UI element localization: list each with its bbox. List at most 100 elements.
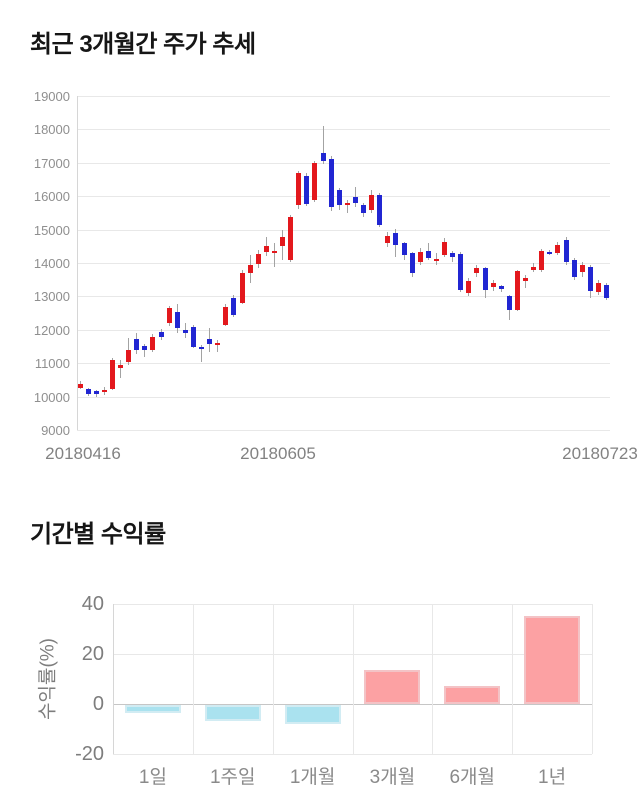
- price-gridline: [77, 263, 610, 264]
- candle-down: [587, 266, 593, 291]
- returns-bar-positive: [444, 686, 501, 704]
- price-gridline: [77, 363, 610, 365]
- candle-up: [77, 383, 83, 388]
- candle-down: [604, 285, 609, 299]
- price-gridline: [77, 129, 610, 131]
- returns-vertical-gridline: [352, 604, 354, 754]
- price-y-tick-label: 14000: [33, 256, 70, 271]
- candle-wick: [322, 126, 324, 165]
- candle-up: [417, 251, 423, 262]
- candle-up: [288, 216, 294, 260]
- candle-wick: [273, 242, 275, 267]
- candle-up: [385, 235, 391, 244]
- returns-bar-negative: [124, 705, 181, 713]
- returns-y-tick-label: 20: [81, 643, 104, 665]
- returns-vertical-gridline: [512, 604, 514, 754]
- returns-gridline: [113, 754, 592, 755]
- candle-down: [328, 159, 334, 207]
- price-gridline: [77, 196, 610, 198]
- candle-up: [271, 250, 277, 253]
- price-y-tick-label: 16000: [33, 189, 70, 205]
- candle-down: [134, 339, 140, 351]
- candle-up: [433, 258, 439, 261]
- candle-down: [304, 176, 310, 204]
- candle-down: [199, 346, 204, 349]
- candle-down: [506, 296, 512, 310]
- candle-up: [166, 308, 172, 324]
- candle-up: [523, 278, 528, 282]
- price-gridline: [77, 229, 610, 231]
- returns-y-tick-label: 40: [81, 593, 104, 615]
- returns-vertical-gridline: [192, 604, 194, 754]
- candle-up: [369, 194, 375, 210]
- returns-category-label: 1일: [138, 767, 167, 788]
- candle-down: [425, 250, 431, 259]
- candle-down: [85, 388, 91, 394]
- candle-up: [109, 360, 115, 389]
- returns-category-label: 1년: [538, 767, 567, 788]
- candle-down: [93, 390, 99, 394]
- price-x-tick-label: 20180723: [562, 444, 638, 463]
- candle-down: [482, 268, 488, 291]
- candle-wick: [144, 344, 146, 358]
- candle-down: [450, 252, 456, 258]
- candle-down: [207, 339, 213, 345]
- price-gridline: [77, 329, 610, 331]
- price-y-tick-label: 9000: [41, 423, 70, 438]
- price-y-tick-label: 17000: [33, 155, 70, 171]
- candle-down: [393, 233, 399, 245]
- price-y-tick-label: 18000: [33, 122, 70, 138]
- price-y-axis-line: [77, 96, 78, 430]
- candle-wick: [217, 340, 219, 352]
- candle-up: [555, 244, 561, 254]
- returns-bar-positive: [524, 615, 581, 704]
- candle-up: [579, 265, 585, 272]
- price-y-tick-label: 11000: [34, 356, 70, 372]
- price-chart-title: 최근 3개월간 주가 추세: [30, 31, 256, 58]
- candle-wick: [346, 199, 348, 214]
- candle-down: [142, 346, 148, 351]
- returns-category-label: 6개월: [449, 767, 496, 788]
- price-y-tick-label: 10000: [33, 389, 70, 405]
- candle-up: [255, 254, 261, 264]
- candle-down: [563, 239, 569, 262]
- candle-up: [466, 281, 472, 294]
- candle-down: [409, 253, 415, 273]
- candle-down: [571, 259, 577, 277]
- returns-chart-title: 기간별 수익률: [30, 521, 166, 548]
- candle-up: [312, 163, 318, 200]
- candle-down: [361, 204, 366, 214]
- candle-down: [174, 311, 180, 329]
- price-y-tick-label: 13000: [33, 289, 70, 305]
- returns-y-tick-label: -20: [75, 743, 104, 765]
- price-y-tick-label: 19000: [33, 89, 70, 104]
- candle-down: [336, 189, 342, 205]
- price-gridline: [77, 96, 610, 97]
- price-x-tick-label: 20180416: [45, 444, 121, 463]
- price-y-tick-label: 15000: [33, 222, 70, 238]
- candle-down: [377, 194, 383, 225]
- price-gridline: [77, 430, 610, 431]
- price-gridline: [77, 162, 610, 164]
- candle-wick: [120, 360, 121, 378]
- candle-down: [547, 251, 553, 254]
- returns-category-label: 1개월: [289, 767, 336, 788]
- returns-vertical-gridline: [432, 604, 434, 754]
- candle-up: [215, 342, 221, 345]
- candle-up: [150, 336, 156, 351]
- candle-down: [231, 298, 237, 315]
- candle-down: [498, 286, 504, 290]
- candle-wick: [201, 344, 202, 362]
- candle-wick: [525, 274, 526, 289]
- candle-up: [118, 364, 123, 368]
- price-gridline: [77, 296, 610, 298]
- candle-up: [514, 271, 520, 310]
- returns-vertical-gridline: [113, 604, 114, 754]
- price-gridline: [77, 396, 610, 398]
- candle-down: [182, 329, 188, 334]
- returns-category-label: 3개월: [369, 767, 416, 788]
- returns-y-axis-title: 수익률(%): [37, 638, 59, 720]
- returns-bar-negative: [204, 705, 261, 722]
